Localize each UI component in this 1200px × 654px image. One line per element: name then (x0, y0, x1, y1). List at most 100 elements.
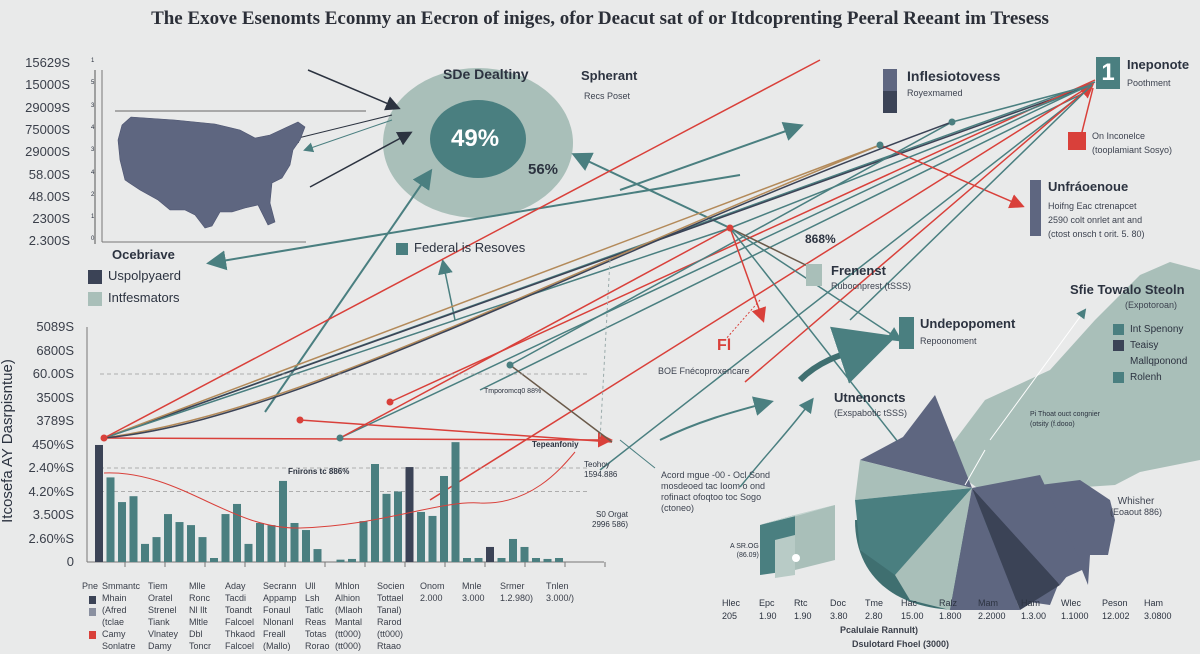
legend-cell: Thkaod (225, 629, 256, 639)
acord-note: Acord mgue -00 - Ocl Sond mosdeoed tac I… (661, 470, 770, 514)
legend-cell: Oratel (148, 593, 173, 603)
ineponote-sub: Poothment (1127, 78, 1171, 88)
legend-cell: (tt000) (335, 641, 362, 651)
circle-inner-value: 49% (451, 125, 500, 152)
legend-label: Int Spenony (1130, 324, 1184, 335)
frenenst-title: Frenenst (831, 263, 886, 278)
bar (497, 558, 506, 562)
legend-cell: 1.2.980) (500, 593, 534, 603)
legend-cell: Mhain (102, 593, 127, 603)
bar (175, 522, 184, 562)
boe-label: BOE Fnécoproxencare (658, 366, 750, 376)
note-line: (ctoneo) (661, 503, 695, 513)
bar (520, 546, 529, 562)
table-header: Epc (759, 598, 775, 608)
bar (382, 493, 391, 562)
page-title: The Exove Esenomts Econmy an Eecron of i… (151, 8, 1049, 29)
legend-cell: Vlnatey (148, 629, 179, 639)
map-tick-label: 15000S (25, 77, 70, 93)
bar (313, 549, 322, 562)
table-header: Ralz (939, 598, 958, 608)
bar (118, 502, 126, 562)
legend-cell: Camy (102, 629, 126, 639)
legend-cell: (Afred (102, 605, 127, 615)
bar (336, 559, 345, 562)
bottom-legend-lead: Pne (82, 581, 99, 591)
legend-cell: Totas (305, 629, 327, 639)
legend-cell: 3.000/) (546, 593, 575, 603)
legend-label: Teaisy (1130, 340, 1159, 351)
note-line: Pi Thoat ouct congnier (1030, 411, 1100, 418)
sfie-sub: (Expotoroan) (1125, 300, 1178, 310)
map-legend-title: Ocebriave (112, 247, 175, 262)
legend-cell: Tatlc (305, 605, 324, 615)
bar-tick-label: 0 (66, 554, 74, 569)
map-inner-tick: 3 (91, 147, 95, 154)
unenoncts-sub: (Exspabotic tSSS) (834, 408, 908, 418)
bar (279, 480, 287, 562)
fn-label: Fl (717, 337, 732, 354)
legend-swatch (396, 242, 408, 255)
legend-label: Uspolpyaerd (108, 268, 181, 283)
table-value: 15.00 (901, 611, 924, 621)
bar-tick-label: 2.40%S (28, 460, 74, 475)
bar (348, 558, 356, 562)
unfra-text: Hoifng Eac ctrenapcet 2590 colt onrlet a… (1048, 199, 1145, 241)
bottom-legend-swatch-red (89, 631, 96, 639)
bar (302, 530, 310, 562)
legend-cell: Secrann (263, 581, 297, 591)
legend-cell: (Mallo) (263, 641, 291, 651)
table-value: 3.80 (830, 611, 848, 621)
bar-tick-label: 3.500S (32, 507, 74, 522)
legend-label: Rolenh (1130, 372, 1162, 383)
circle-outer-value: 56% (528, 161, 559, 178)
frenenst-swatch (806, 264, 822, 286)
table-header: Hac (901, 598, 918, 608)
bar (509, 538, 517, 562)
note-line: mosdeoed tac Ioom o ond (661, 481, 766, 491)
legend-swatch (1113, 355, 1124, 367)
pct-868: 868% (805, 232, 836, 246)
legend-swatch (1113, 371, 1124, 383)
legend-cell: Mltle (189, 617, 209, 627)
legend-item: Rolenh (1113, 370, 1187, 386)
annot-line: 1594.886 (584, 470, 618, 479)
bar-tick-label: 60.00S (32, 366, 74, 381)
table-value: 205 (722, 611, 738, 621)
bar (164, 514, 172, 562)
legend-cell: (tclae (102, 617, 125, 627)
unfra-line: 2590 colt onrlet ant and (1048, 215, 1143, 225)
legend-cell: Fonaul (263, 605, 291, 615)
legend-cell: Tiem (148, 581, 168, 591)
legend-cell: Tottael (377, 593, 404, 603)
legend-cell: Rorao (305, 641, 330, 651)
table-caption-1: Pcalulaie Rannult) (840, 625, 919, 635)
bar (256, 522, 264, 562)
bar (290, 522, 299, 562)
table-header: Peson (1102, 598, 1128, 608)
whisher-title: Whisher (1117, 496, 1155, 507)
map-inner-tick: 0 (91, 236, 95, 243)
map-inner-tick: 3 (91, 102, 95, 109)
bar-tick-label: 450%S (32, 436, 74, 452)
bottom-legend-swatch-grey (89, 608, 96, 616)
unenoncts-title: Utnenoncts (834, 390, 906, 405)
on-inconcle-line2: (tooplamiant Sosyo) (1092, 145, 1173, 155)
undepo-sub: Repoonoment (920, 336, 977, 346)
legend-cell: Nlonanl (263, 617, 294, 627)
legend-cell: Reas (305, 617, 327, 627)
legend-cell: Tiank (148, 617, 170, 627)
legend-cell: Tnlen (546, 581, 569, 591)
inflesio-bar-top (883, 69, 897, 91)
legend-swatch (88, 291, 102, 306)
legend-cell: Ronc (189, 593, 211, 603)
legend-cell: Mhlon (335, 581, 360, 591)
box-label-line: (86.09) (736, 552, 759, 559)
legend-cell: Tacdi (225, 593, 247, 603)
legend-cell: Rarod (377, 617, 402, 627)
bar-tick-label: 5089S (36, 319, 74, 334)
inflesio-sub: Royexmamed (907, 88, 963, 98)
whisher-label: Whisher (Eoaout 886) (1110, 496, 1162, 517)
bar (210, 558, 218, 562)
